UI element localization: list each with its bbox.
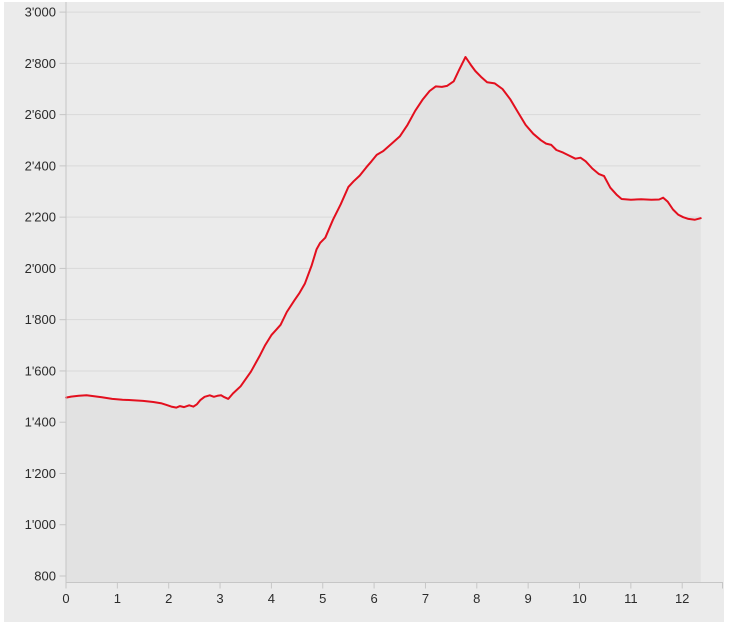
- y-axis-label: 1'400: [25, 415, 56, 430]
- y-axis-label: 2'600: [25, 107, 56, 122]
- x-axis-label: 11: [624, 591, 638, 606]
- y-axis-label: 1'600: [25, 363, 56, 378]
- elevation-area-fill: [66, 57, 701, 583]
- x-axis-label: 10: [572, 591, 586, 606]
- y-axis-label: 2'000: [25, 261, 56, 276]
- x-axis-label: 5: [319, 591, 326, 606]
- y-axis-label: 2'200: [25, 210, 56, 225]
- x-axis-label: 9: [525, 591, 532, 606]
- x-axis-label: 4: [268, 591, 275, 606]
- y-axis-label: 1'200: [25, 466, 56, 481]
- x-axis-label: 1: [114, 591, 121, 606]
- x-axis-label: 6: [370, 591, 377, 606]
- x-axis-label: 3: [216, 591, 223, 606]
- y-axis-label: 2'800: [25, 56, 56, 71]
- x-axis-label: 8: [473, 591, 480, 606]
- y-axis-label: 2'400: [25, 158, 56, 173]
- y-axis-label: 800: [34, 569, 56, 584]
- y-axis-label: 1'800: [25, 312, 56, 327]
- elevation-line: [65, 56, 702, 409]
- y-axis-label: 1'000: [25, 517, 56, 532]
- x-axis-label: 2: [165, 591, 172, 606]
- x-axis-label: 7: [422, 591, 429, 606]
- x-axis-label: 0: [62, 591, 69, 606]
- y-axis-label: 3'000: [25, 5, 56, 20]
- x-axis-label: 12: [675, 591, 689, 606]
